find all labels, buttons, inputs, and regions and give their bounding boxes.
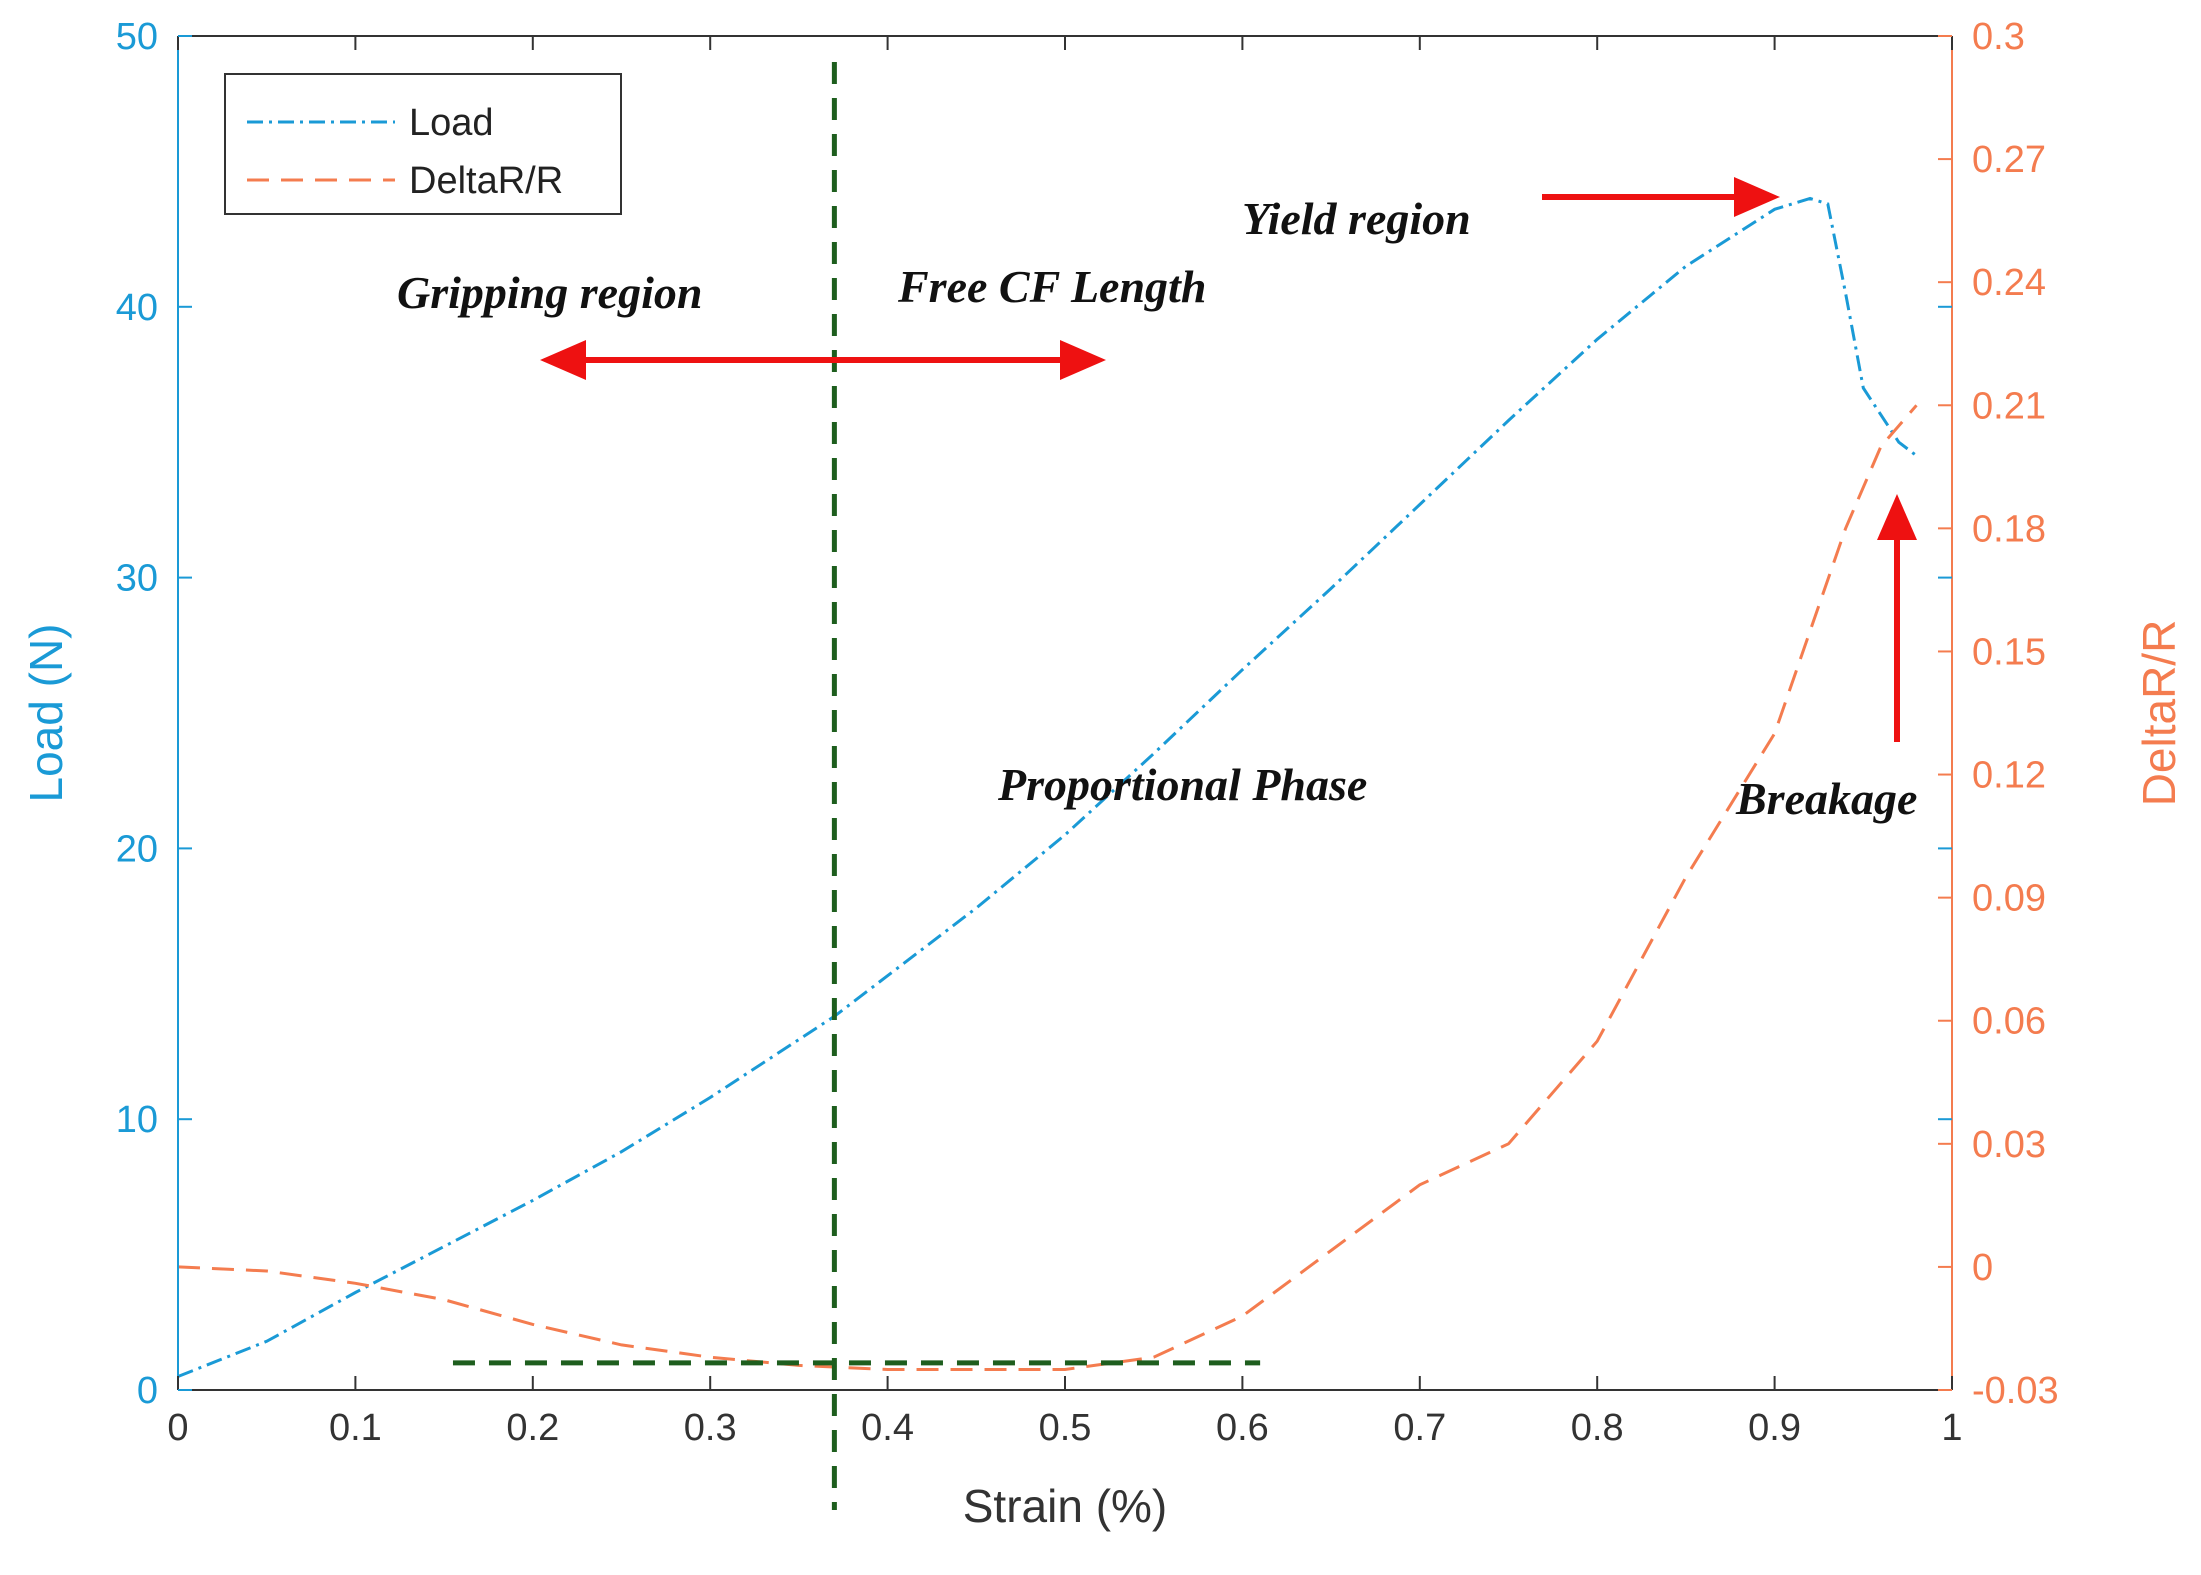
annotation-proportional-phase: Proportional Phase xyxy=(997,759,1367,810)
x-tick-label: 0.9 xyxy=(1748,1407,1801,1449)
y-right-axis-label: DeltaR/R xyxy=(2133,620,2185,807)
y-right-tick-label: 0.12 xyxy=(1972,755,2046,797)
x-tick-label: 0.1 xyxy=(329,1407,382,1449)
legend-label-deltar: DeltaR/R xyxy=(409,160,563,202)
y-left-axis-label: Load (N) xyxy=(20,624,72,803)
y-right-tick-label: 0.03 xyxy=(1972,1124,2046,1166)
y-left-tick-label: 20 xyxy=(116,828,158,870)
x-axis-label: Strain (%) xyxy=(963,1480,1167,1532)
x-tick-label: 0 xyxy=(167,1407,188,1449)
y-left-tick-label: 30 xyxy=(116,558,158,600)
plot-background xyxy=(178,36,1952,1390)
legend: Load DeltaR/R xyxy=(224,73,622,215)
annotation-yield-region: Yield region xyxy=(1242,193,1471,244)
annotation-gripping-region: Gripping region xyxy=(397,267,702,318)
plot-area xyxy=(178,36,1952,1390)
y-left-tick-label: 10 xyxy=(116,1099,158,1141)
x-tick-label: 0.3 xyxy=(684,1407,737,1449)
double-arrow-left-head xyxy=(540,340,586,380)
y-right-tick-label: 0.06 xyxy=(1972,1001,2046,1043)
x-tick-label: 1 xyxy=(1941,1407,1962,1449)
x-tick-label: 0.2 xyxy=(506,1407,559,1449)
axes: 0 0.1 0.2 0.3 0.4 0.5 0.6 0.7 0.8 0.9 101020304050… xyxy=(20,16,2185,1532)
y-right-tick-label: 0 xyxy=(1972,1247,1993,1289)
legend-box xyxy=(224,73,622,215)
y-right-tick-label: 0.18 xyxy=(1972,508,2046,550)
y-right-tick-label: -0.03 xyxy=(1972,1370,2059,1412)
y-left-tick-label: 50 xyxy=(116,16,158,58)
y-right-tick-label: 0.09 xyxy=(1972,878,2046,920)
series-layer xyxy=(177,196,1918,1378)
series-line-0 xyxy=(177,196,1918,1378)
y-left-tick-label: 40 xyxy=(116,287,158,329)
double-arrow-right-head xyxy=(1060,340,1106,380)
y-right-tick-label: 0.15 xyxy=(1972,631,2046,673)
x-tick-label: 0.4 xyxy=(861,1407,914,1449)
y-right-tick-label: 0.21 xyxy=(1972,385,2046,427)
y-right-tick-label: 0.3 xyxy=(1972,16,2025,58)
y-right-tick-label: 0.24 xyxy=(1972,262,2046,304)
annotation-free-cf-length: Free CF Length xyxy=(897,261,1206,312)
annotation-breakage: Breakage xyxy=(1735,773,1917,824)
series-line-1 xyxy=(177,404,1918,1371)
breakage-arrow-head xyxy=(1877,494,1917,540)
yield-arrow-head xyxy=(1734,177,1780,217)
y-right-tick-label: 0.27 xyxy=(1972,139,2046,181)
x-tick-label: 0.8 xyxy=(1571,1407,1624,1449)
annotations-layer: Gripping region Free CF Length Yield regio… xyxy=(397,62,1917,1510)
x-tick-label: 0.5 xyxy=(1039,1407,1092,1449)
x-tick-label: 0.6 xyxy=(1216,1407,1269,1449)
x-tick-label: 0.7 xyxy=(1393,1407,1446,1449)
legend-label-load: Load xyxy=(409,102,494,144)
y-left-tick-label: 0 xyxy=(137,1370,158,1412)
